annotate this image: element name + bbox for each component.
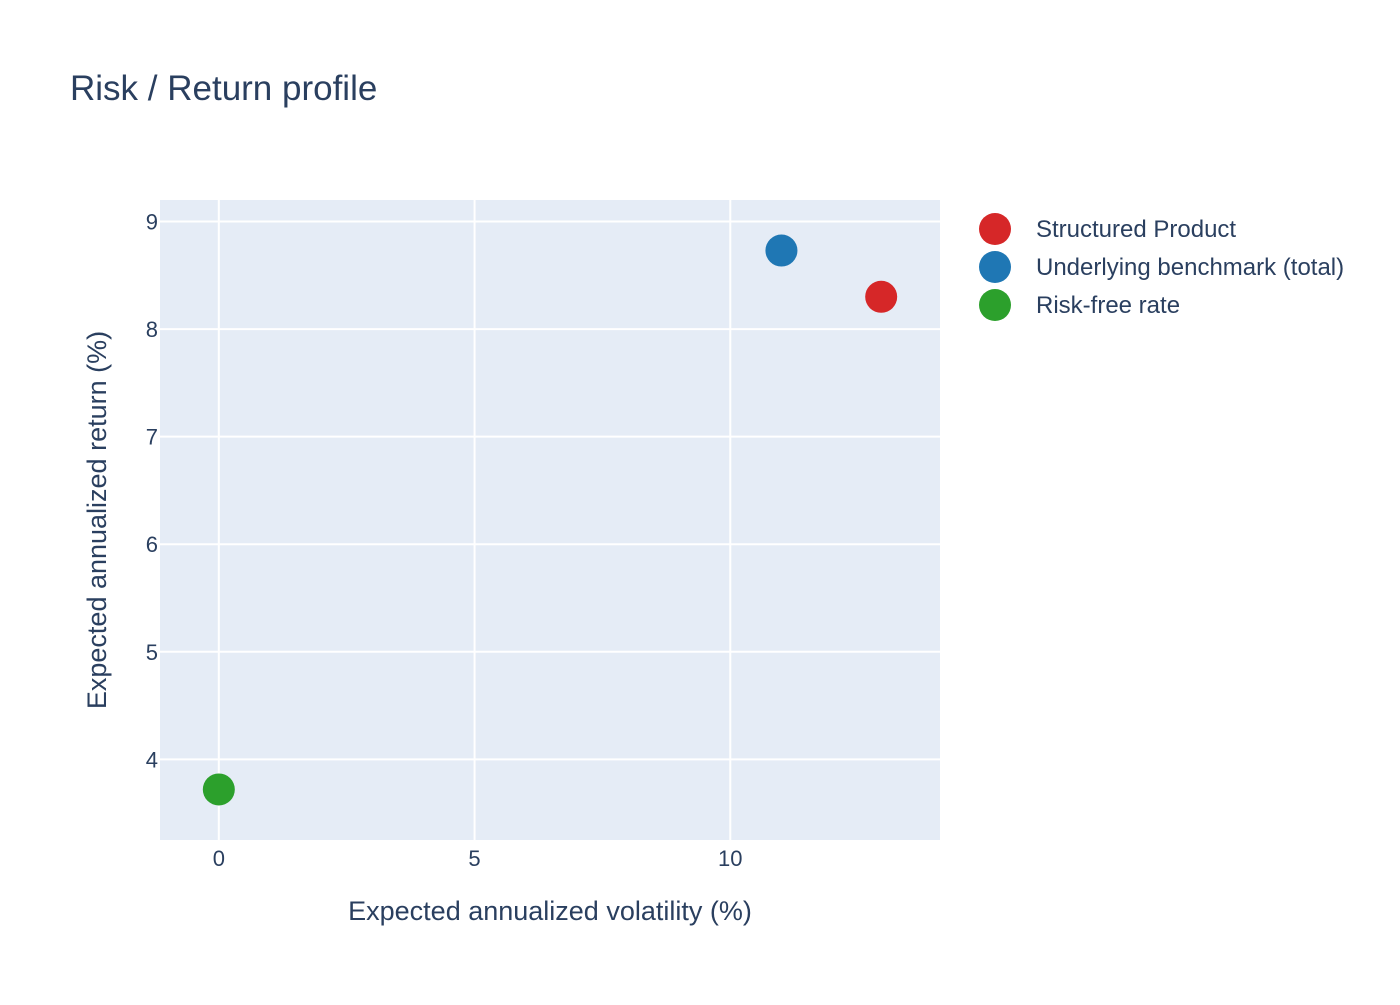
grid-lines bbox=[160, 200, 940, 840]
legend-label: Risk-free rate bbox=[1036, 292, 1180, 319]
legend-marker bbox=[979, 251, 1011, 283]
x-tick-label: 10 bbox=[718, 846, 742, 871]
legend-marker bbox=[979, 289, 1011, 321]
chart-title: Risk / Return profile bbox=[70, 69, 377, 108]
data-point-underlying-benchmark-total[interactable] bbox=[765, 234, 798, 267]
x-tick-label: 0 bbox=[213, 846, 225, 871]
y-tick-label: 4 bbox=[146, 747, 158, 772]
y-tick-label: 7 bbox=[146, 425, 158, 450]
x-axis-ticks: 0 5 10 bbox=[213, 846, 743, 871]
legend-label: Structured Product bbox=[1036, 216, 1236, 243]
legend[interactable]: Structured Product Underlying benchmark (… bbox=[979, 213, 1344, 321]
plot-area bbox=[160, 200, 940, 840]
y-tick-label: 8 bbox=[146, 317, 158, 342]
data-point-risk-free-rate[interactable] bbox=[202, 773, 235, 806]
data-point-structured-product[interactable] bbox=[865, 280, 898, 313]
y-axis-ticks: 4 5 6 7 8 9 bbox=[146, 210, 158, 773]
legend-marker bbox=[979, 213, 1011, 245]
x-axis-label: Expected annualized volatility (%) bbox=[348, 896, 752, 926]
y-tick-label: 9 bbox=[146, 210, 158, 235]
legend-item[interactable]: Structured Product bbox=[979, 213, 1236, 245]
y-axis-label: Expected annualized return (%) bbox=[82, 331, 112, 709]
y-tick-label: 6 bbox=[146, 532, 158, 557]
x-tick-label: 5 bbox=[468, 846, 480, 871]
legend-item[interactable]: Risk-free rate bbox=[979, 289, 1180, 321]
y-tick-label: 5 bbox=[146, 640, 158, 665]
data-points[interactable] bbox=[202, 234, 898, 806]
legend-label: Underlying benchmark (total) bbox=[1036, 254, 1344, 281]
legend-item[interactable]: Underlying benchmark (total) bbox=[979, 251, 1344, 283]
